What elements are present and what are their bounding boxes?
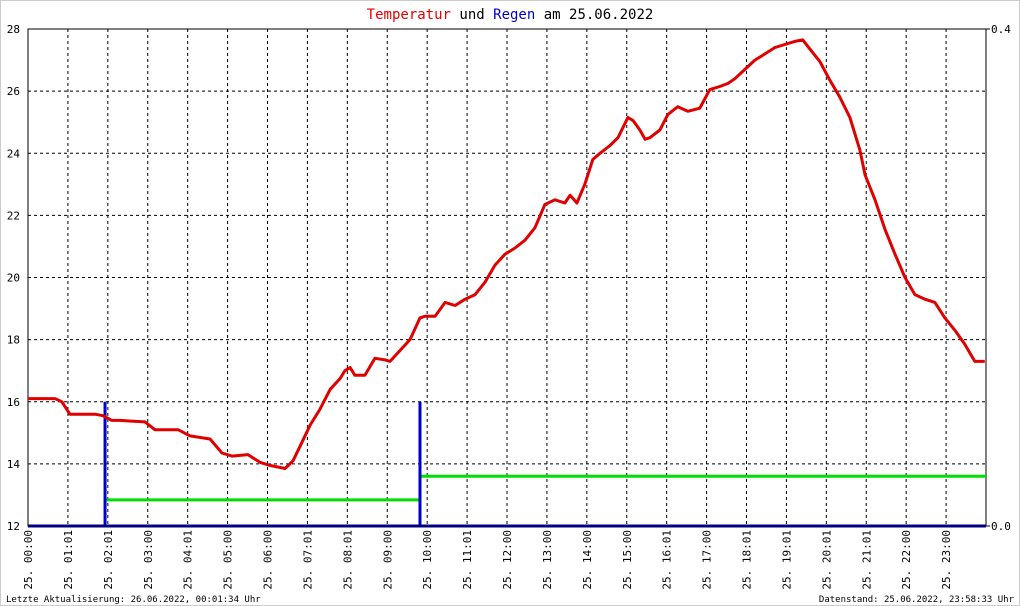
x-tick-label: 25. 02:01: [102, 530, 115, 590]
series-line: [105, 474, 986, 502]
chart-title: Temperatur und Regen am 25.06.2022: [367, 7, 654, 23]
x-tick-label: 25. 00:00: [22, 530, 35, 590]
rain-bar: [418, 401, 422, 526]
y-tick-label: 12: [7, 520, 20, 533]
y-tick-label: 16: [7, 396, 20, 409]
y-tick-label: 14: [7, 458, 21, 471]
x-tick-label: 25. 23:00: [940, 530, 953, 590]
x-tick-label: 25. 06:00: [262, 530, 275, 590]
footer-right: Datenstand: 25.06.2022, 23:58:33 Uhr: [819, 595, 1015, 605]
y2-tick-label: 0.4: [991, 23, 1011, 36]
x-tick-label: 25. 12:00: [501, 530, 514, 590]
x-tick-label: 25. 05:00: [222, 530, 235, 590]
x-tick-label: 25. 16:01: [661, 530, 674, 590]
x-tick-label: 25. 21:01: [860, 530, 873, 590]
title-part: und: [459, 7, 484, 23]
rain-bar: [103, 401, 107, 526]
title-part: am 25.06.2022: [544, 7, 654, 23]
y-tick-label: 22: [7, 209, 20, 222]
y-tick-label: 20: [7, 272, 20, 285]
x-tick-label: 25. 18:01: [741, 530, 754, 590]
x-tick-label: 25. 11:01: [461, 530, 474, 590]
x-tick-label: 25. 22:00: [900, 530, 913, 590]
x-tick-label: 25. 01:01: [62, 530, 75, 590]
x-tick-label: 25. 09:00: [381, 530, 394, 590]
series-line: [28, 38, 985, 470]
y-tick-label: 18: [7, 334, 20, 347]
x-tick-label: 25. 04:01: [182, 530, 195, 590]
x-tick-label: 25. 13:00: [541, 530, 554, 590]
x-tick-label: 25. 03:00: [142, 530, 155, 590]
y2-tick-label: 0.0: [991, 520, 1011, 533]
x-tick-label: 25. 08:01: [341, 530, 354, 590]
x-tick-label: 25. 20:01: [820, 530, 833, 590]
x-tick-label: 25. 07:01: [301, 530, 314, 590]
x-tick-label: 25. 14:00: [581, 530, 594, 590]
y-tick-label: 26: [7, 85, 20, 98]
x-tick-label: 25. 15:00: [621, 530, 634, 590]
x-tick-label: 25. 17:00: [701, 530, 714, 590]
x-tick-label: 25. 10:00: [421, 530, 434, 590]
y-tick-label: 28: [7, 23, 20, 36]
title-rain: Regen: [493, 7, 535, 23]
footer-left: Letzte Aktualisierung: 26.06.2022, 00:01…: [6, 595, 261, 605]
y-tick-label: 24: [7, 147, 21, 160]
x-tick-label: 25. 19:01: [780, 530, 793, 590]
title-temperature: Temperatur: [367, 7, 451, 23]
